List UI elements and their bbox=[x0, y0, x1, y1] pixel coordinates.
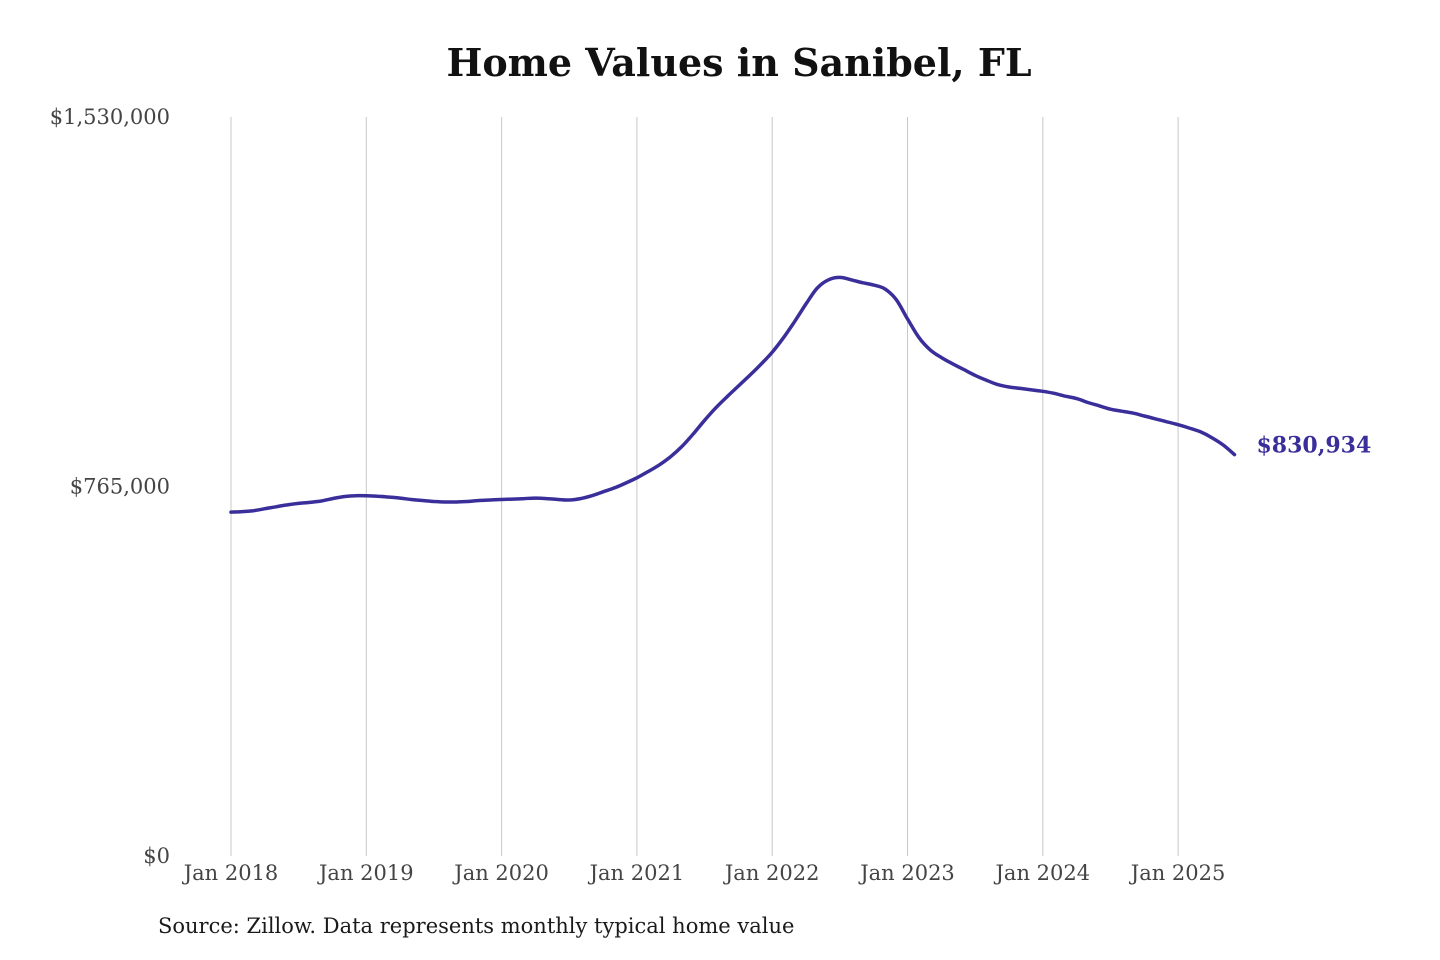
grid-lines bbox=[230, 117, 1179, 856]
chart-title: Home Values in Sanibel, FL bbox=[446, 40, 1032, 85]
x-tick-label: Jan 2019 bbox=[317, 861, 414, 885]
x-tick-label: Jan 2020 bbox=[452, 861, 549, 885]
x-tick-label: Jan 2018 bbox=[182, 861, 279, 885]
source-note: Source: Zillow. Data represents monthly … bbox=[158, 914, 795, 938]
x-tick-label: Jan 2024 bbox=[994, 861, 1091, 885]
end-value-label: $830,934 bbox=[1256, 433, 1371, 459]
x-axis-labels: Jan 2018 Jan 2019 Jan 2020 Jan 2021 Jan 2022… bbox=[182, 861, 1226, 885]
x-tick-label: Jan 2023 bbox=[858, 861, 955, 885]
y-tick-label: $1,530,000 bbox=[50, 105, 170, 129]
x-tick-label: Jan 2025 bbox=[1129, 861, 1226, 885]
series-line bbox=[229, 275, 1237, 514]
y-tick-label: $765,000 bbox=[70, 475, 170, 499]
x-tick-label: Jan 2022 bbox=[723, 861, 820, 885]
y-tick-label: $0 bbox=[143, 844, 170, 868]
x-tick-label: Jan 2021 bbox=[588, 861, 685, 885]
y-axis-labels: $0 $765,000 $1,530,000 bbox=[50, 105, 170, 868]
